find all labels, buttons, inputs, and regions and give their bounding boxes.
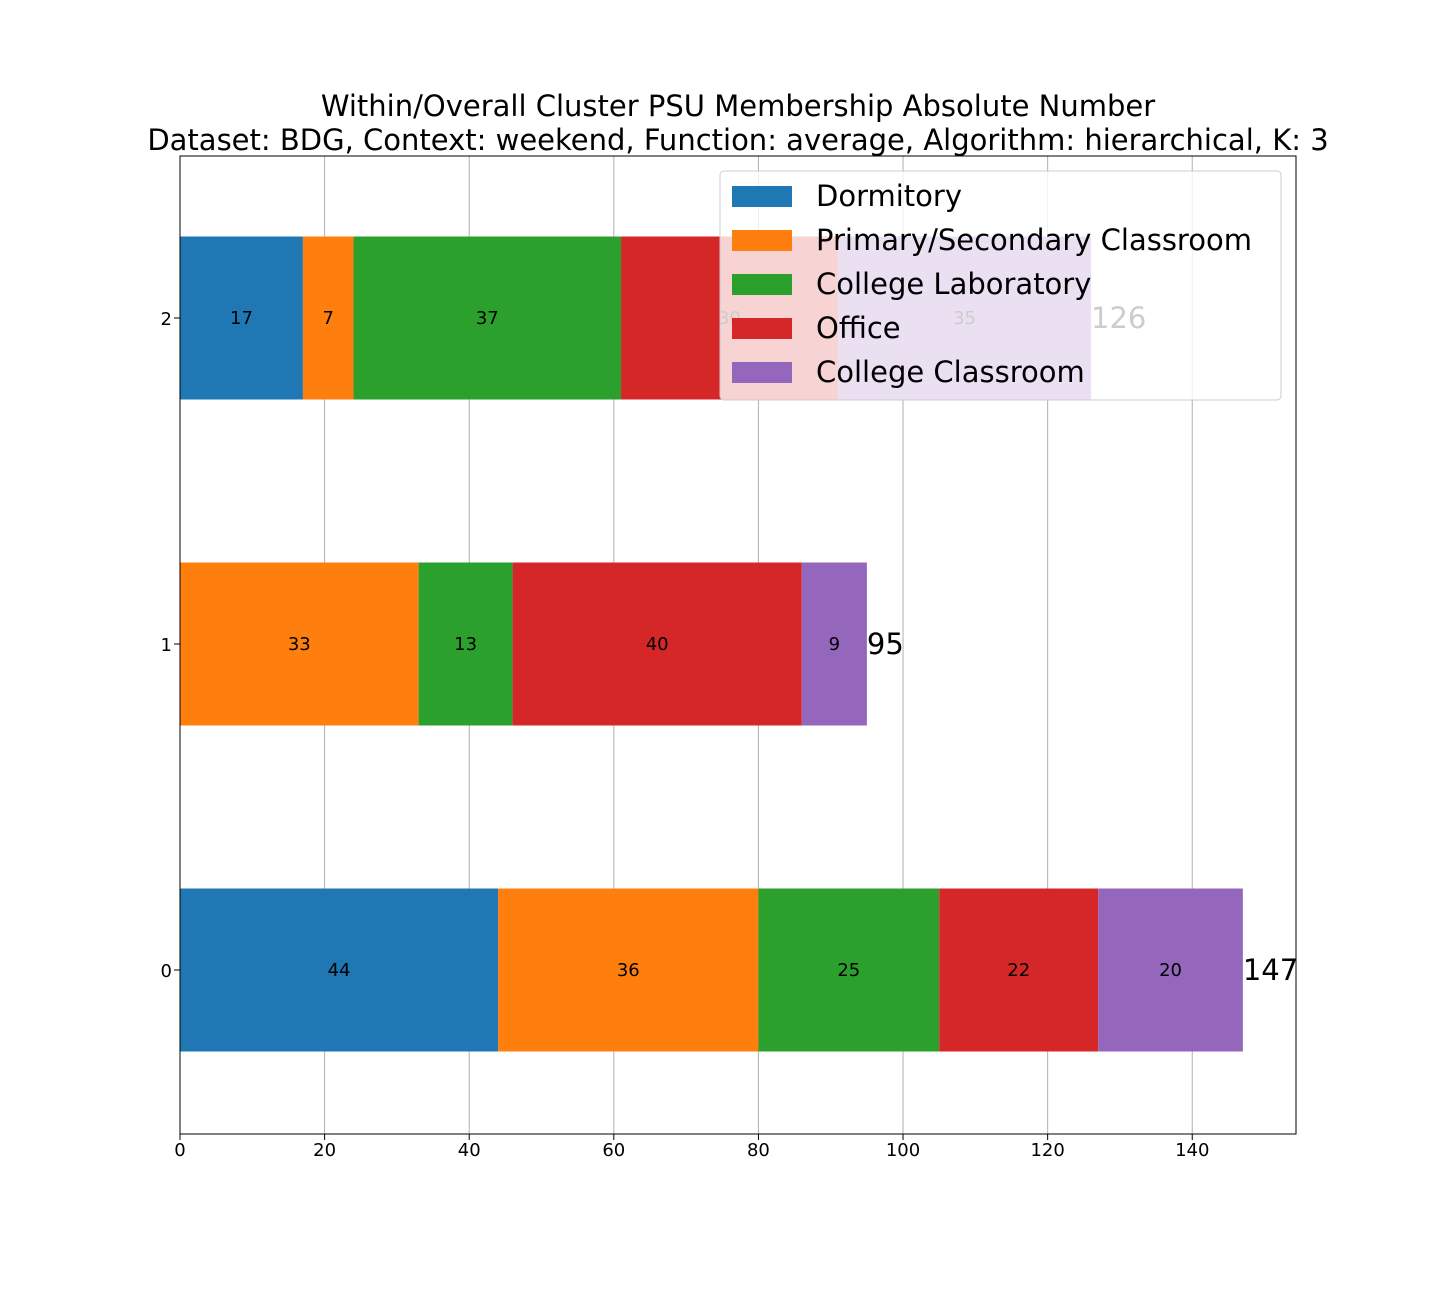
- legend-entry-label: Primary/Secondary Classroom: [816, 223, 1252, 257]
- segment-value-label: 40: [646, 634, 669, 655]
- segment-value-label: 9: [829, 634, 840, 655]
- legend-box: [719, 170, 1282, 401]
- x-tick-label: 100: [886, 1140, 920, 1161]
- legend-entry-label: Office: [816, 311, 901, 345]
- bar-segment: [1098, 888, 1243, 1052]
- bar-segment: [939, 888, 1099, 1052]
- bar-segment: [353, 236, 622, 400]
- legend: Dormitory Primary/Secondary Classroom Coll…: [719, 170, 1282, 401]
- bar-segment: [302, 236, 354, 400]
- chart-title: Within/Overall Cluster PSU Membership Ab…: [321, 89, 1155, 123]
- bar-total-label: 95: [867, 627, 904, 661]
- segment-value-label: 36: [617, 960, 640, 981]
- segment-value-label: 7: [322, 308, 333, 329]
- bar-segment: [758, 888, 940, 1052]
- x-tick-label: 60: [602, 1140, 625, 1161]
- x-tick-label: 40: [458, 1140, 481, 1161]
- legend-swatch: [732, 230, 792, 251]
- bar-segment: [801, 562, 867, 726]
- legend-entry-label: Dormitory: [816, 179, 962, 213]
- x-tick-label: 0: [174, 1140, 185, 1161]
- segment-value-label: 44: [328, 960, 351, 981]
- segment-value-label: 22: [1007, 960, 1030, 981]
- plot-frame: [179, 155, 1297, 1135]
- bar-segment: [180, 562, 419, 726]
- x-tick-label: 120: [1030, 1140, 1064, 1161]
- legend-entry-label: College Classroom: [816, 355, 1085, 389]
- x-tick-label: 80: [747, 1140, 770, 1161]
- y-tick-label: 2: [161, 309, 172, 330]
- segment-value-label: 33: [288, 634, 311, 655]
- legend-swatch: [732, 274, 792, 295]
- bar-segment: [180, 888, 499, 1052]
- legend-swatch: [732, 362, 792, 383]
- legend-swatch: [732, 186, 792, 207]
- segment-value-label: 20: [1159, 960, 1182, 981]
- bar-segment: [180, 236, 303, 400]
- segment-value-label: 13: [454, 634, 477, 655]
- segment-value-label: 25: [837, 960, 860, 981]
- bar-segment: [512, 562, 802, 726]
- segment-value-label: 17: [230, 308, 253, 329]
- x-tick-label: 20: [313, 1140, 336, 1161]
- legend-swatch: [732, 318, 792, 339]
- bar-segment: [418, 562, 513, 726]
- x-tick-label: 140: [1175, 1140, 1209, 1161]
- bar-total-label: 147: [1243, 953, 1298, 987]
- axes: 0 20 40 60 80 100 120 140 0 1 2: [161, 309, 1210, 1161]
- segment-value-label: 37: [476, 308, 499, 329]
- bar-segment: [498, 888, 759, 1052]
- legend-entry-label: College Laboratory: [816, 267, 1091, 301]
- y-tick-label: 0: [161, 961, 172, 982]
- y-tick-label: 1: [161, 635, 172, 656]
- chart-subtitle: Dataset: BDG, Context: weekend, Function…: [147, 123, 1328, 157]
